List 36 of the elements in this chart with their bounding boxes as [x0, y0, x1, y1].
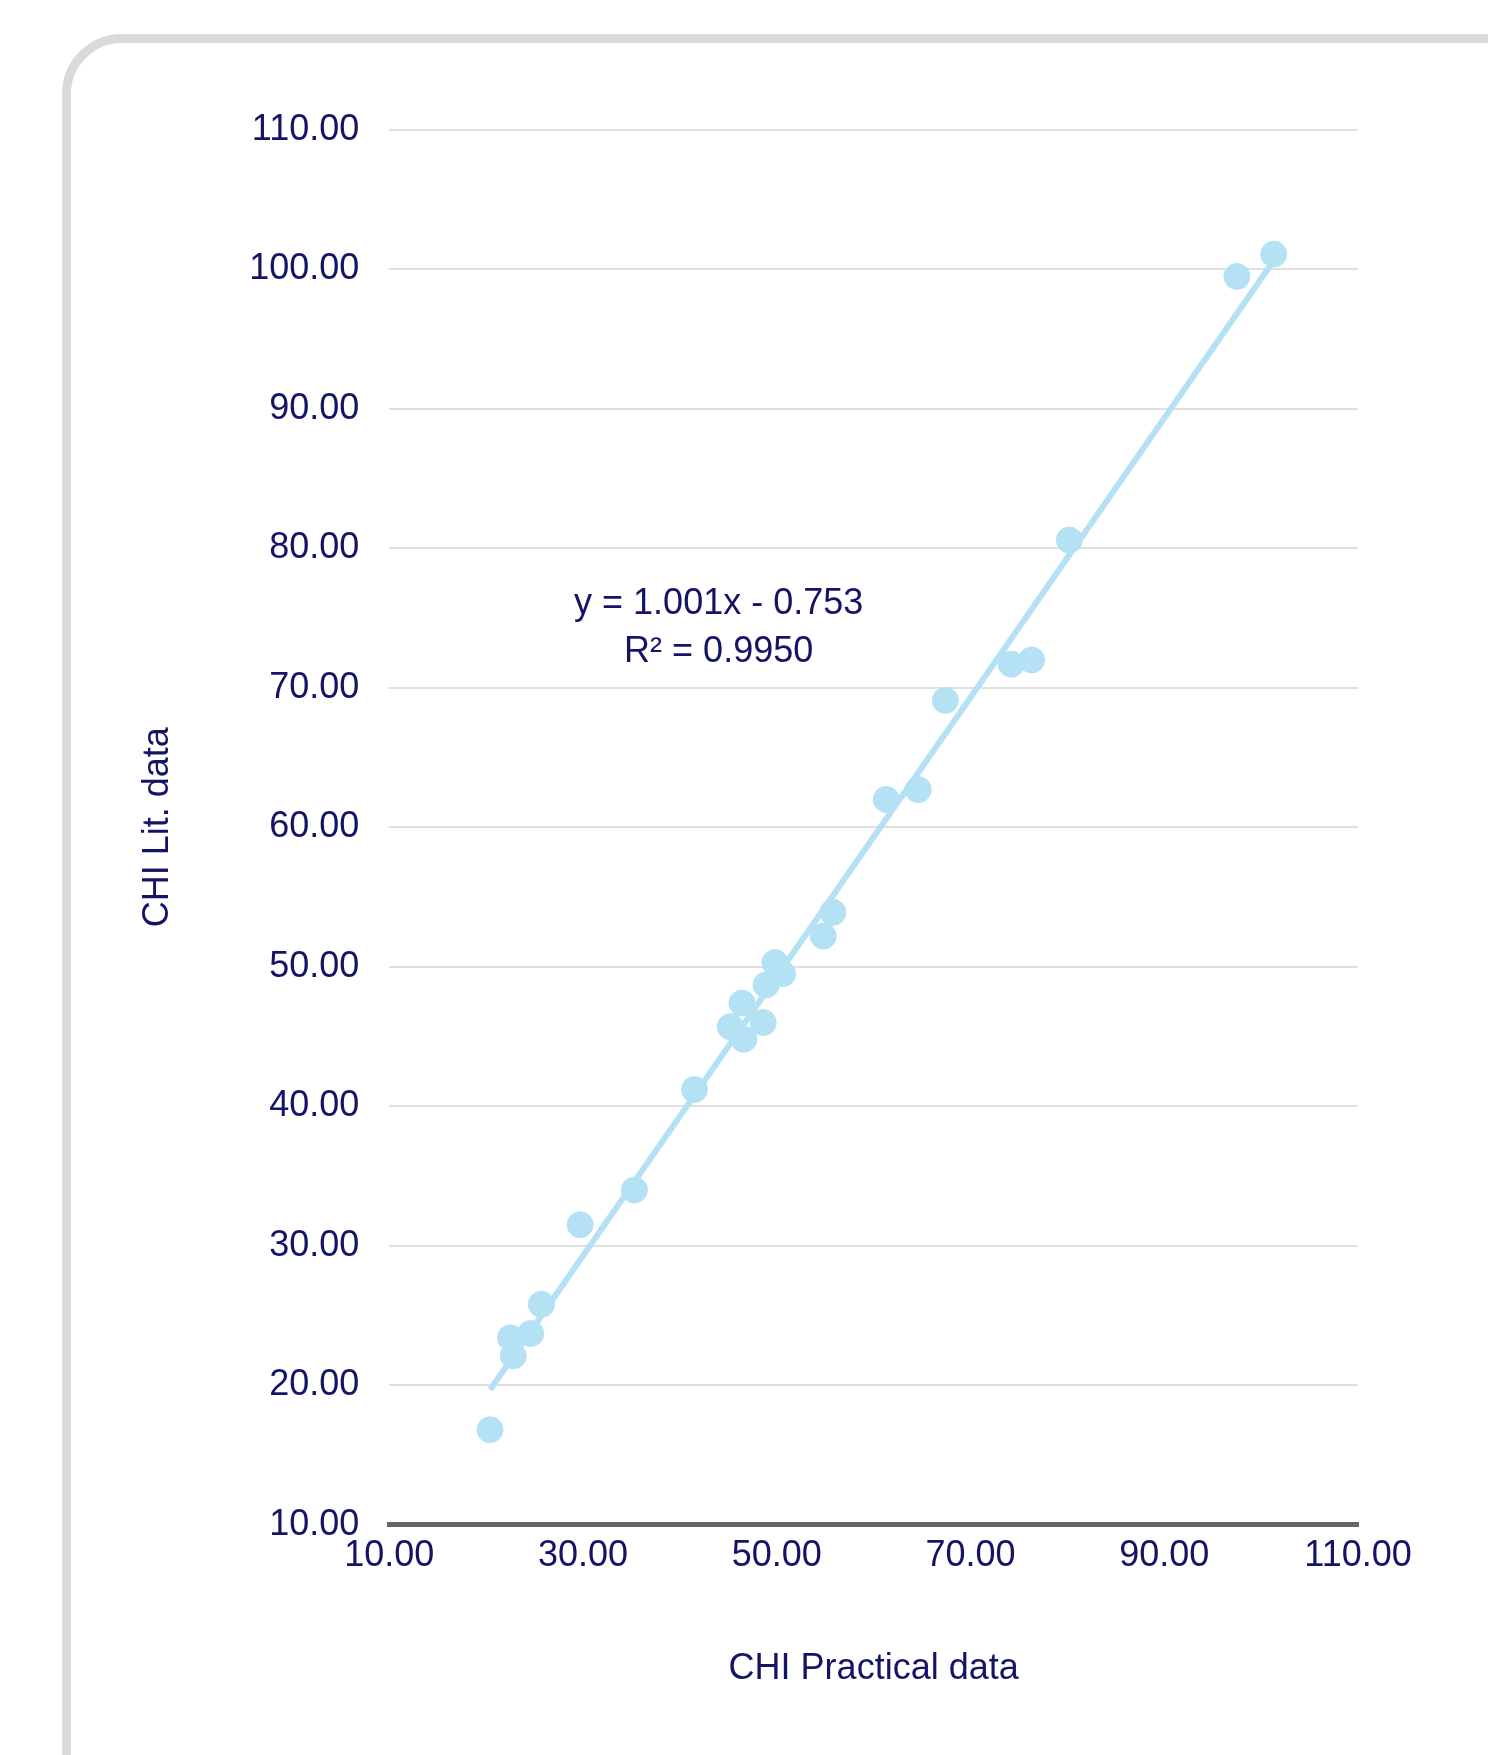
- y-tick-label: 70.00: [269, 664, 360, 706]
- point: [680, 1075, 708, 1103]
- y-tick-label: 90.00: [269, 385, 360, 427]
- y-tick-label: 100.00: [249, 246, 360, 288]
- y-tick-label: 50.00: [269, 943, 360, 985]
- point: [809, 922, 837, 950]
- y-tick-label: 60.00: [269, 804, 360, 846]
- point: [904, 776, 932, 804]
- point: [1223, 262, 1251, 290]
- y-tick-label: 30.00: [269, 1222, 360, 1264]
- y-tick-label: 20.00: [269, 1362, 360, 1404]
- y-axis-title: CHI Lit. data: [134, 726, 176, 928]
- y-tick-label: 110.00: [251, 106, 360, 148]
- point: [1260, 240, 1288, 268]
- y-tick-label: 40.00: [269, 1083, 360, 1125]
- point: [566, 1211, 594, 1239]
- point: [1055, 526, 1083, 554]
- point: [872, 785, 900, 813]
- point: [749, 1009, 777, 1037]
- point: [517, 1320, 545, 1348]
- point: [476, 1416, 504, 1444]
- x-tick-label: 70.00: [925, 1533, 1016, 1575]
- x-tick-label: 30.00: [538, 1533, 629, 1575]
- x-tick-label: 50.00: [731, 1533, 822, 1575]
- annotation: y = 1.001x - 0.753 R² = 0.9950: [574, 581, 864, 671]
- point: [527, 1290, 555, 1318]
- point: [931, 686, 959, 714]
- point: [730, 1025, 758, 1053]
- point: [819, 898, 847, 926]
- x-axis-title: CHI Practical data: [728, 1646, 1020, 1688]
- point: [1018, 646, 1046, 674]
- x-tick-label: 110.00: [1304, 1533, 1412, 1575]
- x-tick-label: 90.00: [1119, 1533, 1210, 1575]
- point: [620, 1176, 648, 1204]
- point: [728, 989, 756, 1017]
- y-tick-label: 80.00: [269, 525, 360, 567]
